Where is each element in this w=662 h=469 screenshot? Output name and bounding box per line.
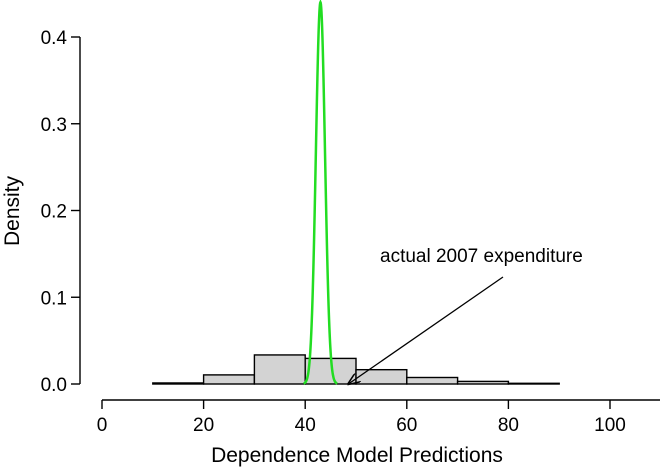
x-tick-label-2: 40 bbox=[295, 415, 316, 436]
y-tick-label-2: 0.2 bbox=[41, 202, 67, 223]
axes: 0 20 40 60 80 100 0.0 0.1 0.2 0.3 0.4 bbox=[41, 28, 660, 436]
histogram-bar-2 bbox=[253, 354, 306, 385]
histogram-bar-5 bbox=[406, 376, 459, 385]
y-tick-label-3: 0.3 bbox=[41, 115, 67, 136]
y-axis-title: Density bbox=[1, 175, 24, 246]
annotation-arrow bbox=[348, 276, 504, 384]
x-tick-label-1: 20 bbox=[193, 415, 214, 436]
density-curve bbox=[303, 0, 338, 385]
x-axis-title: Dependence Model Predictions bbox=[211, 444, 503, 467]
annotation-text: actual 2007 expenditure bbox=[380, 246, 583, 267]
density-curve-layer bbox=[303, 0, 338, 385]
x-tick-label-0: 0 bbox=[97, 415, 108, 436]
histogram-bars bbox=[152, 354, 560, 385]
histogram-bar-4 bbox=[355, 368, 408, 385]
y-tick-label-0: 0.0 bbox=[41, 375, 67, 396]
histogram-bar-1 bbox=[202, 374, 256, 385]
x-tick-label-5: 100 bbox=[594, 415, 626, 436]
x-tick-label-4: 80 bbox=[498, 415, 519, 436]
histogram-bar-6 bbox=[456, 380, 510, 385]
histogram-bar-7 bbox=[507, 382, 560, 385]
histogram-bar-0 bbox=[152, 382, 205, 385]
annotation: actual 2007 expenditure bbox=[348, 246, 583, 384]
x-tick-label-3: 60 bbox=[396, 415, 417, 436]
y-tick-label-4: 0.4 bbox=[41, 28, 68, 49]
y-tick-label-1: 0.1 bbox=[41, 288, 67, 309]
